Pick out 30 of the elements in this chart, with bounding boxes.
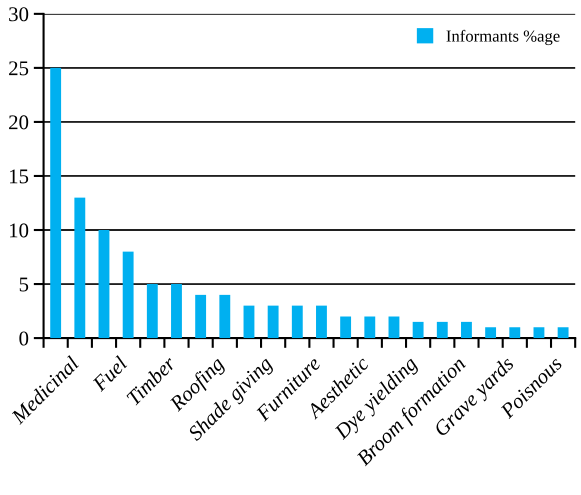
bar [171, 284, 182, 338]
bar [74, 198, 86, 338]
bar [436, 322, 448, 338]
bar [509, 327, 520, 338]
bar [461, 322, 472, 338]
y-tick-label: 15 [10, 169, 28, 184]
bar [485, 327, 496, 338]
bar [50, 68, 62, 338]
bar [98, 230, 110, 338]
bar [534, 327, 544, 338]
bar [268, 306, 279, 338]
bar [412, 322, 424, 338]
bar [558, 327, 569, 338]
bar [388, 316, 400, 338]
bar [340, 316, 352, 338]
y-tick-label: 5 [20, 278, 28, 292]
y-tick-label: 30 [9, 7, 28, 22]
bar [316, 306, 327, 338]
bar [364, 316, 376, 338]
bar [195, 294, 206, 338]
bar [292, 306, 303, 338]
bar [219, 294, 230, 338]
y-tick-label: 10 [10, 223, 28, 238]
legend-label: Informants %age [446, 30, 560, 46]
y-tick-label: 0 [19, 331, 28, 346]
bar [146, 284, 158, 338]
bar [244, 306, 254, 338]
bar [122, 252, 134, 338]
y-tick-label: 20 [9, 115, 28, 130]
y-tick-label: 25 [9, 61, 28, 76]
